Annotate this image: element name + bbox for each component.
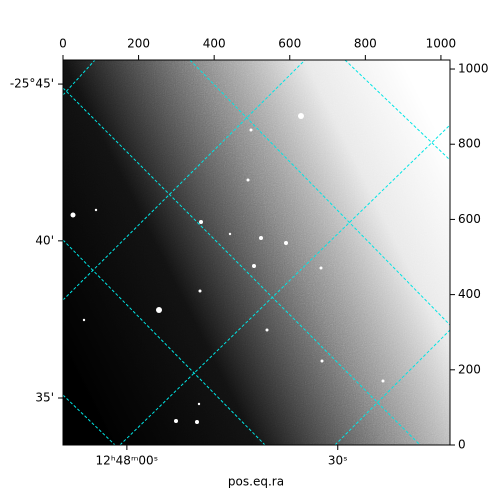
y-tick-label: 40' — [35, 233, 54, 247]
x2-tick-label: 0 — [59, 37, 67, 51]
y2-tick-label: 200 — [458, 362, 481, 376]
y2-tick-label: 0 — [458, 438, 466, 452]
x2-tick-label: 600 — [278, 37, 301, 51]
y2-tick-label: 600 — [458, 212, 481, 226]
stars — [70, 104, 438, 424]
x2-tick-label: 400 — [203, 37, 226, 51]
y-tick-label: -25°45' — [10, 77, 54, 91]
y-tick-label: 35' — [35, 391, 54, 405]
y2-tick-label: 800 — [458, 137, 481, 151]
x-tick-label: 12ʰ48ᵐ00ˢ — [96, 454, 159, 468]
x-tick-label: 30ˢ — [328, 454, 348, 468]
x-axis-label: pos.eq.ra — [228, 475, 284, 489]
y2-tick-label: 1000 — [458, 62, 489, 76]
y2-tick-label: 400 — [458, 287, 481, 301]
frame — [62, 59, 451, 446]
x2-tick-label: 800 — [354, 37, 377, 51]
x2-tick-label: 200 — [127, 37, 150, 51]
x2-tick-label: 1000 — [426, 37, 457, 51]
coordinate-grid — [63, 60, 450, 445]
sky-image — [63, 60, 450, 445]
